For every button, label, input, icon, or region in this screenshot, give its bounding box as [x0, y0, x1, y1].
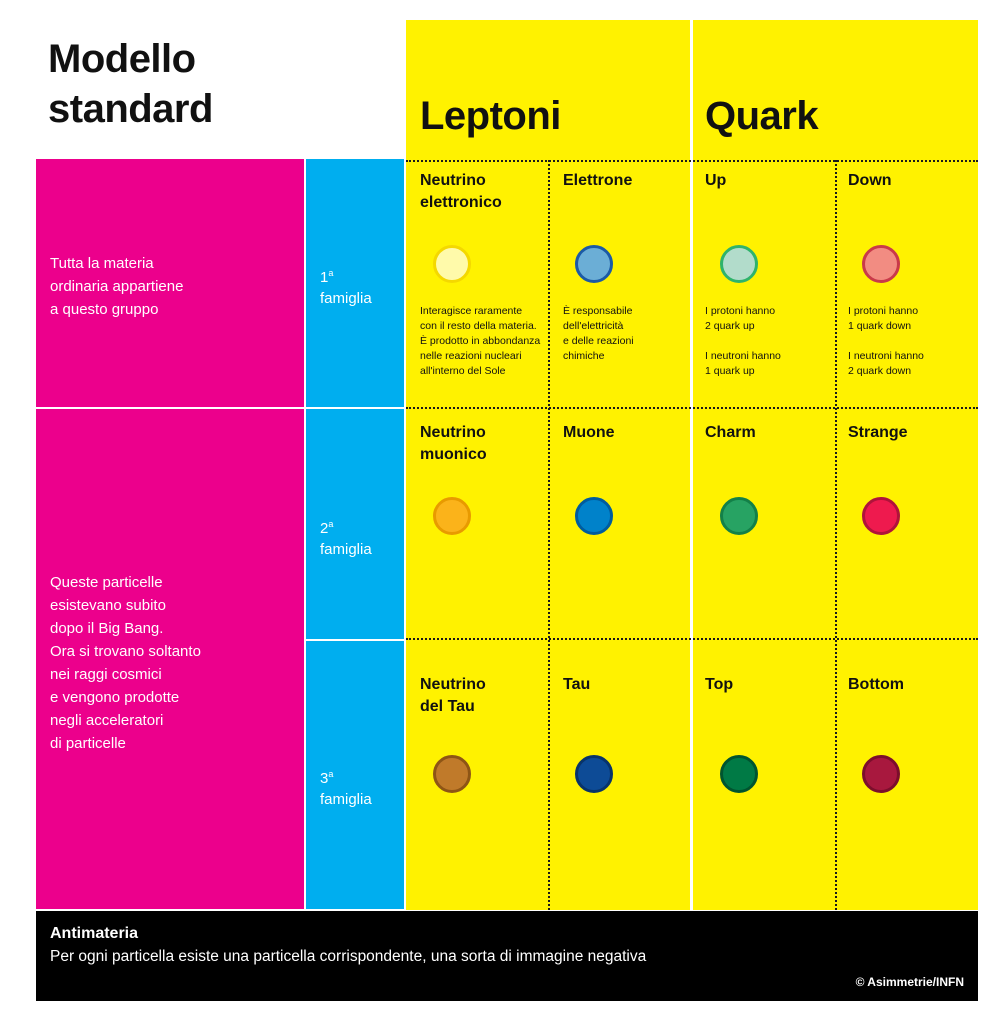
particle-name: Neutrino del Tau [420, 676, 486, 715]
footer-text: Per ogni particella esiste una particell… [50, 948, 647, 965]
family-label-3: 3a famiglia [306, 641, 404, 909]
family-word: famiglia [320, 290, 372, 307]
family-label-1: 1a famiglia [306, 159, 404, 407]
group-title-quarks: Quark [705, 94, 819, 138]
particle-dot [433, 245, 471, 283]
group-divider [690, 20, 693, 910]
particle-name: Muone [563, 424, 615, 441]
description-block-family-1: Tutta la materia ordinaria appartiene a … [36, 159, 304, 407]
particle-dot [433, 497, 471, 535]
row-divider [406, 160, 978, 162]
family-ordinal: a [328, 519, 334, 529]
column-divider [548, 160, 550, 910]
family-number: 1 [320, 269, 329, 286]
particle-name: Down [848, 172, 892, 189]
particle-dot [862, 497, 900, 535]
family-label-2: 2a famiglia [306, 409, 404, 639]
particle-name: Top [705, 676, 734, 693]
row-divider [406, 407, 978, 409]
family-ordinal: a [328, 769, 334, 779]
particle-dot [720, 755, 758, 793]
particle-dot [720, 497, 758, 535]
particle-dot [862, 245, 900, 283]
description-block-families-2-3: Queste particelle esistevano subito dopo… [36, 409, 304, 909]
particle-dot [575, 245, 613, 283]
row-divider [406, 638, 978, 640]
particle-name: Tau [563, 676, 591, 693]
family-ordinal: a [328, 268, 334, 278]
footer-credit: © Asimmetrie/INFN [855, 975, 964, 989]
particle-name: Charm [705, 424, 756, 441]
particle-name: Elettrone [563, 172, 633, 189]
particle-note: È responsabile dell'elettricità e delle … [563, 305, 634, 362]
particle-name: Neutrino muonico [420, 424, 487, 463]
particle-name: Neutrino elettronico [420, 172, 502, 211]
particle-name: Bottom [848, 676, 904, 693]
particle-name: Up [705, 172, 727, 189]
footer-title: Antimateria [50, 925, 139, 942]
antimatter-footer: Antimateria Per ogni particella esiste u… [36, 911, 978, 1001]
family-number: 2 [320, 520, 329, 537]
particle-name: Strange [848, 424, 908, 441]
description-text-families-2-3: Queste particelle esistevano subito dopo… [50, 574, 201, 752]
family-number: 3 [320, 770, 329, 787]
particle-dot [433, 755, 471, 793]
family-text-3: 3a famiglia [306, 764, 372, 810]
particle-dot [720, 245, 758, 283]
particle-dot [575, 497, 613, 535]
family-word: famiglia [320, 541, 372, 558]
family-word: famiglia [320, 791, 372, 808]
description-text-family-1: Tutta la materia ordinaria appartiene a … [50, 255, 184, 318]
page-title: Modello standard [48, 37, 213, 131]
particle-note: I protoni hanno 2 quark up I neutroni ha… [705, 305, 781, 377]
particle-note: Interagisce raramente con il resto della… [420, 305, 541, 377]
family-text-1: 1a famiglia [306, 263, 372, 309]
family-text-2: 2a famiglia [306, 514, 372, 560]
group-title-leptons: Leptoni [420, 94, 561, 138]
particle-dot [862, 755, 900, 793]
particle-note: I protoni hanno 1 quark down I neutroni … [848, 305, 924, 377]
particle-dot [575, 755, 613, 793]
column-divider [835, 160, 837, 910]
